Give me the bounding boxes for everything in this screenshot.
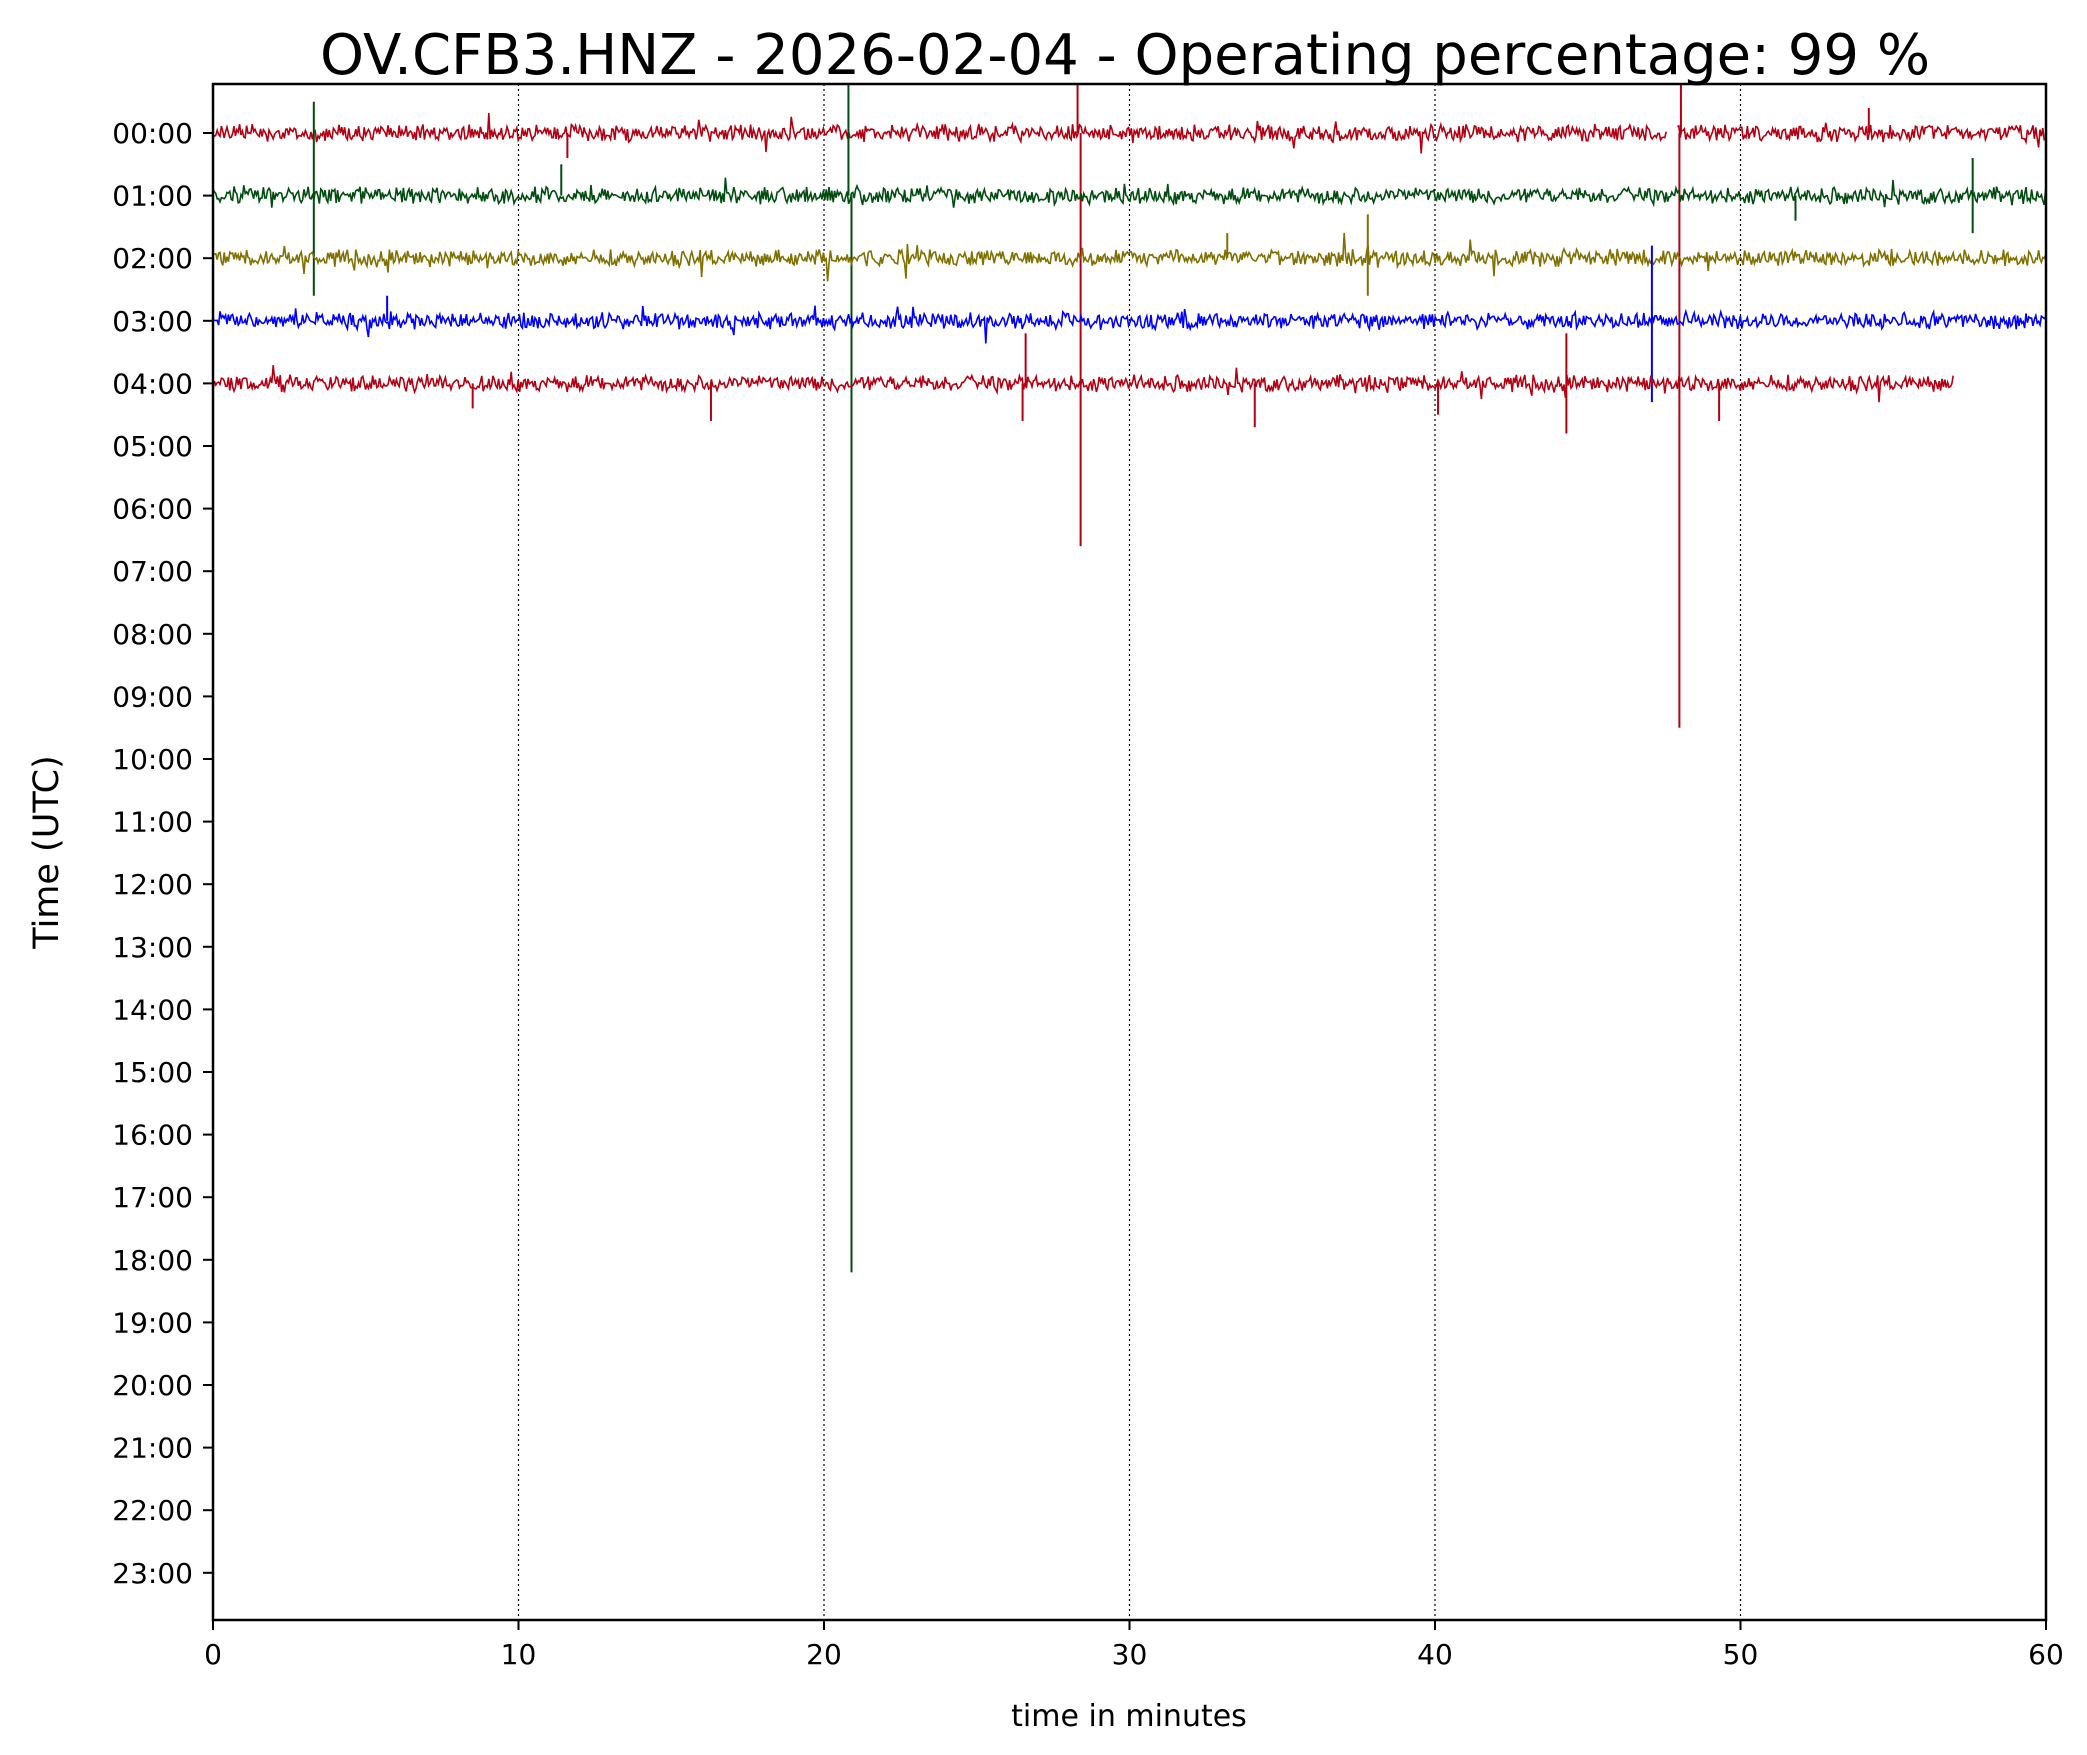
x-tick-label: 60 <box>2028 1638 2064 1671</box>
y-axis: 00:00 01:00 02:00 03:00 04:00 05:00 06:00 07:00… <box>112 117 213 1590</box>
y-tick-label: 23:00 <box>112 1557 193 1590</box>
trace-0100 <box>212 177 2047 208</box>
y-tick-label: 19:00 <box>112 1306 193 1339</box>
trace-lines <box>212 84 2047 1273</box>
vertical-gridlines <box>517 84 1742 1620</box>
y-axis-label: Time (UTC) <box>27 755 67 949</box>
y-tick-label: 07:00 <box>112 555 193 588</box>
trace-0000 <box>212 113 2047 154</box>
y-tick-label: 01:00 <box>112 180 193 213</box>
y-tick-label: 14:00 <box>112 993 193 1026</box>
x-tick-label: 0 <box>204 1638 222 1671</box>
x-axis-label: time in minutes <box>1011 1699 1247 1734</box>
trace-0300 <box>212 305 2047 344</box>
y-tick-label: 18:00 <box>112 1244 193 1277</box>
x-axis: 0 10 20 30 40 50 60 <box>204 1620 2064 1671</box>
x-tick-label: 40 <box>1417 1638 1453 1671</box>
y-tick-label: 10:00 <box>112 743 193 776</box>
y-tick-label: 21:00 <box>112 1432 193 1465</box>
x-tick-label: 30 <box>1112 1638 1148 1671</box>
y-tick-label: 20:00 <box>112 1369 193 1402</box>
y-tick-label: 08:00 <box>112 618 193 651</box>
y-tick-label: 11:00 <box>112 806 193 839</box>
trace-0200 <box>212 232 2047 282</box>
y-tick-label: 00:00 <box>112 117 193 150</box>
y-tick-label: 22:00 <box>112 1494 193 1527</box>
trace-0400 <box>212 365 1954 403</box>
y-tick-label: 04:00 <box>112 367 193 400</box>
y-tick-label: 12:00 <box>112 868 193 901</box>
y-tick-label: 15:00 <box>112 1056 193 1089</box>
y-tick-label: 16:00 <box>112 1119 193 1152</box>
chart-title: OV.CFB3.HNZ - 2026-02-04 - Operating per… <box>320 23 1930 88</box>
y-tick-label: 17:00 <box>112 1181 193 1214</box>
x-tick-label: 50 <box>1723 1638 1759 1671</box>
y-tick-label: 06:00 <box>112 493 193 526</box>
y-tick-label: 05:00 <box>112 430 193 463</box>
y-tick-label: 03:00 <box>112 305 193 338</box>
y-tick-label: 09:00 <box>112 680 193 713</box>
x-tick-label: 10 <box>501 1638 537 1671</box>
y-tick-label: 02:00 <box>112 242 193 275</box>
y-tick-label: 13:00 <box>112 931 193 964</box>
x-tick-label: 20 <box>806 1638 842 1671</box>
